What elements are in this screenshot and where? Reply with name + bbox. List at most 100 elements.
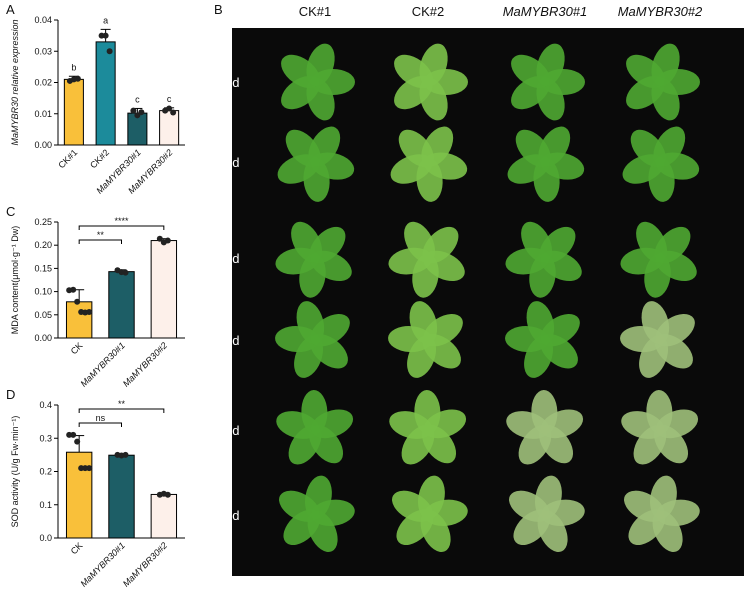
y-tick-label: 0.01 <box>34 109 52 119</box>
data-point <box>122 451 129 458</box>
bar <box>65 301 93 339</box>
data-point <box>102 32 109 39</box>
leaf <box>655 313 695 347</box>
row-label: 5d <box>225 333 239 348</box>
leaf <box>538 126 571 167</box>
row-label: 6d <box>225 423 239 438</box>
y-tick-label: 0.3 <box>39 433 52 443</box>
y-tick-label: 0.4 <box>39 400 52 410</box>
x-tick-label: MaMYBR30#2 <box>121 340 169 388</box>
column-header: CK#1 <box>299 4 332 19</box>
row-label: 7d <box>225 508 239 523</box>
y-tick-label: 0.0 <box>39 533 52 543</box>
leaf <box>540 409 584 439</box>
panel-label: C <box>6 204 15 219</box>
significance-label: ** <box>118 399 126 409</box>
y-tick-label: 0.04 <box>34 15 52 25</box>
leaf <box>651 43 680 87</box>
bar <box>95 41 116 146</box>
y-tick-label: 0.15 <box>34 263 52 273</box>
y-tick-label: 0.20 <box>34 240 52 250</box>
comparison-bracket <box>78 225 165 230</box>
column-header: CK#2 <box>412 4 445 19</box>
y-tick-label: 0.05 <box>34 310 52 320</box>
data-point <box>164 237 171 244</box>
leaf <box>306 43 335 87</box>
y-tick-label: 0.25 <box>34 217 52 227</box>
significance-label: ns <box>96 413 106 423</box>
data-point <box>86 465 93 472</box>
data-point <box>74 75 81 82</box>
row-label: 3d <box>225 251 239 266</box>
plants <box>275 43 700 552</box>
x-tick-label: MaMYBR30#2 <box>121 540 169 588</box>
data-point <box>156 235 163 242</box>
comparison-bracket <box>78 408 165 413</box>
row-label: 0d <box>225 75 239 90</box>
significance-label: **** <box>114 216 129 226</box>
leaf <box>419 43 448 87</box>
y-tick-label: 0.03 <box>34 46 52 56</box>
bar <box>108 454 135 539</box>
x-tick-label: CK <box>69 340 85 356</box>
bar <box>150 240 178 339</box>
bar <box>159 110 180 146</box>
y-axis-label: SOD activity (U/g Fw·min⁻¹) <box>10 416 20 528</box>
leaf <box>423 409 467 439</box>
x-tick-label: CK <box>69 540 85 556</box>
data-point <box>130 107 137 114</box>
leaf <box>536 43 565 87</box>
data-point <box>170 109 177 116</box>
bar <box>63 78 84 146</box>
leaf <box>308 126 341 167</box>
leaf <box>422 226 459 264</box>
leaf <box>310 409 354 439</box>
data-point <box>166 105 173 112</box>
panel-label: A <box>6 2 15 17</box>
leaf <box>423 313 463 347</box>
leaf <box>310 313 350 347</box>
leaf <box>654 226 691 264</box>
y-tick-label: 0.00 <box>34 333 52 343</box>
data-point <box>74 298 81 305</box>
comparison-bracket <box>78 422 122 427</box>
x-tick-label: CK#2 <box>88 147 111 170</box>
significance-letter: a <box>103 15 108 25</box>
row-label: 1d <box>225 155 239 170</box>
leaf <box>653 126 686 167</box>
y-axis-label: MaMYBR30 relative expression <box>10 19 20 145</box>
column-header: MaMYBR30#2 <box>618 4 703 19</box>
leaf <box>540 499 585 526</box>
significance-letter: c <box>167 94 172 104</box>
significance-letter: b <box>71 62 76 72</box>
y-tick-label: 0.00 <box>34 140 52 150</box>
leaf <box>309 226 346 264</box>
x-tick-label: CK#1 <box>56 147 79 170</box>
data-point <box>70 286 77 293</box>
data-point <box>106 48 113 55</box>
data-point <box>138 109 145 116</box>
significance-label: ** <box>97 230 105 240</box>
panel-label: D <box>6 387 15 402</box>
data-point <box>70 431 77 438</box>
leaf <box>655 499 700 526</box>
leaf <box>421 126 454 167</box>
bar <box>150 493 178 539</box>
bar <box>65 451 93 539</box>
bar <box>108 271 135 339</box>
data-point <box>122 269 129 276</box>
leaf <box>655 409 699 439</box>
y-axis-label: MDA content(μmol·g⁻¹ Dw) <box>10 226 20 334</box>
y-tick-label: 0.02 <box>34 78 52 88</box>
comparison-bracket <box>78 239 122 244</box>
y-tick-label: 0.2 <box>39 467 52 477</box>
y-tick-label: 0.1 <box>39 500 52 510</box>
leaf <box>423 499 468 526</box>
panel-label: B <box>214 2 223 17</box>
column-header: MaMYBR30#1 <box>503 4 588 19</box>
y-tick-label: 0.10 <box>34 287 52 297</box>
data-point <box>164 491 171 498</box>
data-point <box>86 309 93 316</box>
data-point <box>74 438 81 445</box>
